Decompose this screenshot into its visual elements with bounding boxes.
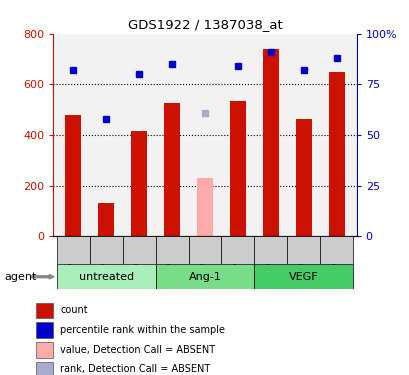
Text: percentile rank within the sample: percentile rank within the sample bbox=[61, 325, 225, 335]
Bar bbox=[287, 236, 320, 264]
Bar bbox=[36, 303, 53, 318]
Title: GDS1922 / 1387038_at: GDS1922 / 1387038_at bbox=[127, 18, 282, 31]
Bar bbox=[262, 49, 279, 236]
Bar bbox=[36, 322, 53, 338]
Text: VEGF: VEGF bbox=[288, 272, 318, 282]
Bar bbox=[36, 362, 53, 375]
Bar bbox=[221, 236, 254, 264]
Text: untreated: untreated bbox=[78, 272, 133, 282]
Bar bbox=[36, 342, 53, 358]
Bar bbox=[254, 236, 287, 264]
Bar bbox=[254, 264, 353, 289]
Text: rank, Detection Call = ABSENT: rank, Detection Call = ABSENT bbox=[61, 364, 210, 375]
Bar bbox=[229, 101, 246, 236]
Bar bbox=[188, 236, 221, 264]
Bar bbox=[98, 203, 114, 236]
Bar bbox=[196, 178, 213, 236]
Bar bbox=[130, 131, 147, 236]
Bar bbox=[320, 236, 353, 264]
Bar bbox=[163, 104, 180, 236]
Text: value, Detection Call = ABSENT: value, Detection Call = ABSENT bbox=[61, 345, 215, 355]
Bar bbox=[65, 115, 81, 236]
Text: agent: agent bbox=[4, 272, 36, 282]
Bar bbox=[328, 72, 344, 236]
Bar bbox=[56, 264, 155, 289]
Bar bbox=[295, 118, 311, 236]
Bar bbox=[155, 264, 254, 289]
Bar bbox=[89, 236, 122, 264]
Bar bbox=[155, 236, 188, 264]
Bar bbox=[122, 236, 155, 264]
Bar bbox=[56, 236, 89, 264]
Text: count: count bbox=[61, 305, 88, 315]
Text: Ang-1: Ang-1 bbox=[188, 272, 221, 282]
